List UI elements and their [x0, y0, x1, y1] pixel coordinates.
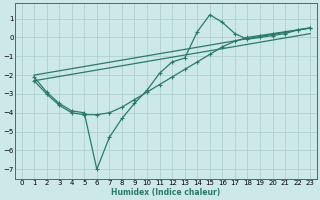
X-axis label: Humidex (Indice chaleur): Humidex (Indice chaleur)	[111, 188, 220, 197]
